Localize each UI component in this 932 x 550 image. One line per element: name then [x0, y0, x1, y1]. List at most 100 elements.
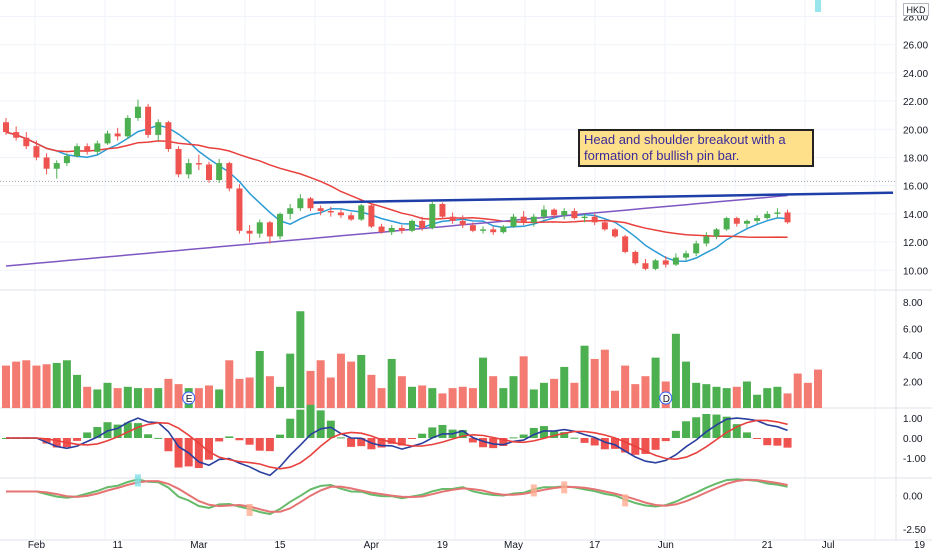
macd-histogram-bar: [306, 404, 315, 438]
volume-bar: [702, 384, 711, 408]
volume-bar: [479, 357, 488, 408]
candle-body: [642, 263, 649, 269]
oscillator-highlight: [134, 474, 141, 487]
x-tick-label: Feb: [28, 540, 46, 550]
candle-body: [612, 229, 618, 237]
macd-histogram-bar: [83, 432, 92, 438]
volume-bar: [52, 362, 61, 408]
volume-bar: [560, 366, 569, 408]
x-tick-label: 19: [914, 540, 926, 550]
volume-bar: [519, 356, 528, 408]
macd-histogram-bar: [93, 427, 102, 438]
volume-bar: [62, 360, 71, 408]
macd-histogram-bar: [621, 438, 630, 453]
candle-body: [13, 132, 20, 138]
volume-bar: [529, 389, 538, 408]
macd-histogram-bar: [357, 438, 366, 447]
price-tick-label: 18.00: [903, 153, 928, 164]
volume-bar: [377, 388, 386, 408]
volume-bar: [103, 382, 112, 408]
candle-body: [94, 143, 101, 152]
candle-body: [246, 230, 253, 234]
macd-tick-label: 0.00: [903, 434, 923, 445]
candle-body: [358, 205, 365, 220]
candle-body: [104, 133, 111, 144]
x-tick-label: Apr: [364, 540, 380, 550]
candle-body: [540, 209, 547, 217]
volume-bar: [631, 384, 640, 408]
volume-bar: [773, 386, 782, 408]
macd-histogram-bar: [235, 438, 244, 441]
volume-bar: [814, 369, 822, 408]
macd-histogram-bar: [600, 438, 609, 450]
volume-bar: [32, 365, 41, 408]
volume-bar: [174, 384, 183, 408]
volume-bar: [712, 386, 721, 408]
volume-bar: [458, 386, 467, 408]
volume-bar: [215, 389, 224, 408]
volume-bar: [509, 376, 518, 408]
macd-histogram-bar: [113, 424, 122, 438]
candle-body: [622, 236, 629, 252]
x-tick-label: 15: [274, 540, 286, 550]
candle-body: [84, 146, 91, 152]
price-tick-label: 24.00: [903, 69, 928, 80]
macd-histogram-bar: [712, 414, 721, 438]
volume-bar: [651, 357, 660, 408]
candle-body: [530, 216, 537, 223]
oscillator-highlight: [622, 494, 629, 507]
volume-bar: [12, 361, 21, 408]
macd-histogram-bar: [458, 429, 467, 438]
macd-histogram-bar: [418, 433, 427, 438]
price-tick-label: 12.00: [903, 238, 928, 249]
volume-bar: [357, 354, 366, 408]
volume-bar: [671, 333, 680, 408]
macd-histogram-bar: [773, 438, 782, 446]
candle-body: [500, 226, 507, 233]
candle-body: [490, 229, 497, 233]
macd-histogram-bar: [651, 438, 660, 450]
macd-histogram-bar: [783, 438, 792, 448]
candle-body: [581, 216, 588, 219]
x-tick-label: Mar: [190, 540, 208, 550]
candle-body: [33, 146, 40, 158]
candle-body: [63, 156, 70, 164]
candle-body: [378, 226, 385, 233]
macd-histogram-bar: [347, 438, 356, 447]
candle-body: [43, 157, 50, 169]
macd-histogram-bar: [42, 438, 51, 444]
candle-body: [145, 106, 152, 135]
candle-body: [632, 251, 639, 264]
ma-short-line: [5, 124, 788, 263]
volume-bar: [489, 376, 498, 408]
macd-histogram-bar: [732, 424, 741, 438]
macd-tick-label: 1.00: [903, 414, 923, 425]
macd-histogram-bar: [194, 438, 203, 469]
candle-body: [297, 198, 304, 209]
macd-histogram-bar: [702, 414, 711, 438]
volume-tick-label: 8.00: [903, 298, 923, 309]
macd-histogram-bar: [255, 438, 264, 451]
osc-tick-label: 0.00: [903, 492, 923, 503]
oscillator-highlight: [815, 0, 821, 12]
candle-body: [551, 209, 558, 216]
candle-body: [165, 122, 172, 149]
annotation-box[interactable]: Head and shoulder breakout with a format…: [578, 129, 814, 167]
candle-body: [236, 188, 243, 231]
candle-body: [784, 212, 791, 223]
x-tick-label: 17: [589, 540, 601, 550]
candle-body: [216, 163, 223, 181]
candle-body: [388, 227, 395, 233]
volume-bar: [245, 377, 254, 408]
candle-body: [277, 213, 284, 237]
macd-histogram-bar: [661, 438, 670, 442]
candle-body: [764, 213, 771, 219]
volume-bar: [2, 365, 10, 408]
volume-bar: [306, 370, 315, 408]
signal-line: [6, 419, 788, 470]
osc-tick-label: -2.50: [903, 525, 926, 536]
macd-histogram-bar: [428, 427, 437, 438]
candle-body: [419, 220, 426, 228]
